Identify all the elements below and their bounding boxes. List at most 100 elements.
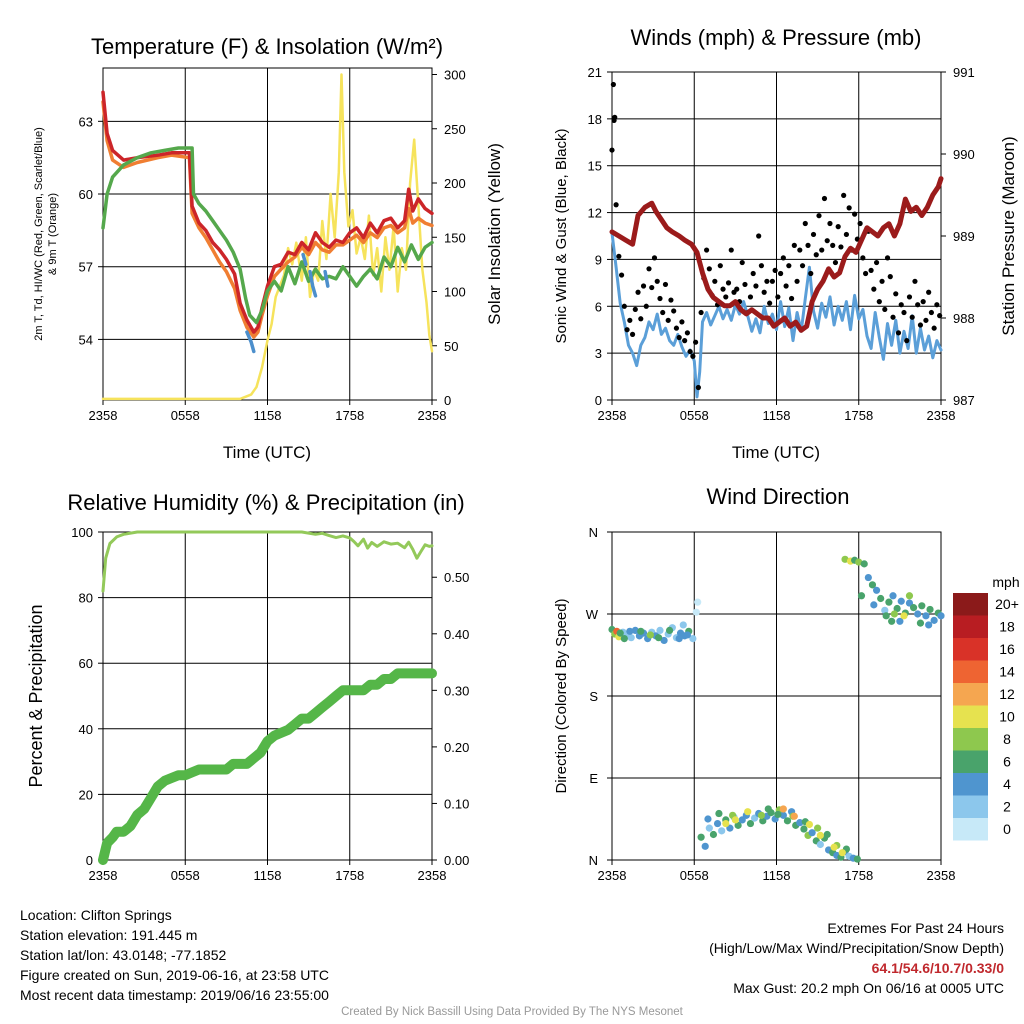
series-pressure-line — [609, 176, 944, 333]
gust-point — [884, 255, 891, 261]
y2-tick-label: 989 — [953, 229, 975, 244]
gust-point — [794, 278, 800, 284]
gust-point — [786, 263, 792, 269]
direction-point — [722, 819, 730, 828]
gust-point — [783, 283, 789, 289]
direction-point — [656, 626, 664, 635]
extremes-values: 64.1/54.6/10.7/0.33/0 — [871, 960, 1004, 976]
x-tick-label: 0558 — [680, 868, 709, 883]
direction-point — [816, 840, 824, 849]
direction-point — [637, 627, 645, 635]
gust-point — [629, 331, 636, 337]
legend-swatch — [953, 638, 988, 661]
direction-point — [877, 594, 885, 603]
gust-point — [660, 309, 666, 316]
gust-point — [824, 238, 830, 244]
legend-swatch — [953, 818, 988, 841]
gust-point — [612, 114, 618, 120]
direction-point — [683, 631, 691, 639]
x-axis-label: Time (UTC) — [223, 443, 311, 462]
gust-point — [649, 284, 655, 291]
legend-label: 4 — [1003, 776, 1011, 792]
gust-point — [778, 270, 784, 277]
y-tick-label: 100 — [71, 525, 93, 540]
x-tick-label: 2358 — [89, 408, 118, 423]
humidity-precipitation-chart: 0 20 40 60 80 100 0.00 0.10 0.20 0.30 0.40 0.50 2358… — [26, 490, 469, 883]
y2-tick-label: 150 — [444, 230, 466, 245]
y-tick-label: E — [589, 771, 598, 786]
direction-point — [764, 805, 772, 813]
gust-point — [772, 267, 778, 273]
direction-point — [914, 610, 922, 618]
series-windchill-line — [301, 252, 308, 267]
direction-point — [890, 610, 898, 618]
gust-point — [802, 220, 808, 227]
direction-point — [627, 634, 635, 642]
gust-point — [654, 278, 660, 284]
gust-point — [860, 255, 866, 261]
y2-tick-label: 0 — [444, 393, 451, 408]
station-info: Location: Clifton Springs Station elevat… — [20, 905, 329, 1005]
direction-point — [705, 824, 713, 832]
gust-point — [906, 294, 913, 300]
gust-point — [868, 267, 874, 273]
y2-tick-label: 987 — [953, 393, 975, 408]
gust-point — [882, 306, 888, 313]
legend-swatch — [953, 660, 988, 683]
gust-point — [679, 319, 685, 325]
gust-point — [835, 224, 841, 230]
gust-point — [723, 294, 729, 300]
gust-point — [813, 252, 819, 258]
direction-point — [709, 830, 718, 839]
gust-point — [665, 317, 671, 323]
gust-point — [893, 291, 899, 297]
gust-point — [747, 294, 754, 300]
direction-point — [620, 635, 628, 643]
direction-point — [694, 598, 702, 606]
gust-point — [609, 147, 615, 153]
legend-label: 18 — [999, 619, 1015, 635]
gust-point — [668, 297, 674, 303]
direction-point — [744, 808, 752, 816]
y2-tick-label: 250 — [444, 122, 466, 137]
direction-point — [808, 829, 816, 837]
gust-point — [821, 195, 828, 202]
gust-point — [728, 247, 734, 253]
legend-swatch — [953, 683, 988, 706]
x-tick-label: 2358 — [89, 868, 118, 883]
series-temp-line — [101, 90, 434, 334]
direction-point — [905, 592, 914, 600]
direction-point — [646, 631, 654, 639]
gust-point — [788, 295, 795, 302]
direction-point — [909, 604, 918, 612]
gust-point — [624, 327, 630, 333]
direction-point — [816, 831, 824, 840]
y2-axis-label: Solar Insolation (Yellow) — [485, 143, 504, 325]
gust-point — [761, 289, 767, 295]
gust-point — [863, 270, 869, 277]
x-tick-label: 2358 — [927, 408, 956, 423]
direction-point — [896, 617, 904, 625]
max-gust: Max Gust: 20.2 mph On 06/16 at 0005 UTC — [733, 980, 1004, 996]
gust-point — [693, 339, 699, 345]
gust-point — [616, 253, 622, 259]
series-sonic-wind-line — [610, 231, 943, 399]
gust-point — [799, 263, 806, 269]
direction-point — [916, 619, 925, 627]
direction-point — [746, 819, 755, 828]
direction-point — [922, 612, 930, 620]
gust-point — [725, 280, 732, 286]
direction-point — [918, 602, 926, 610]
y2-tick-label: 990 — [953, 147, 975, 162]
direction-point — [734, 821, 742, 829]
y2-tick-label: 300 — [444, 68, 466, 83]
legend-label: 20+ — [995, 596, 1019, 612]
y2-tick-label: 988 — [953, 311, 975, 326]
gust-point — [805, 242, 811, 248]
y-tick-label: 40 — [79, 722, 93, 737]
legend-label: 12 — [999, 686, 1015, 702]
gust-point — [673, 325, 680, 331]
y-tick-label: 15 — [588, 159, 602, 174]
gust-point — [640, 283, 647, 289]
